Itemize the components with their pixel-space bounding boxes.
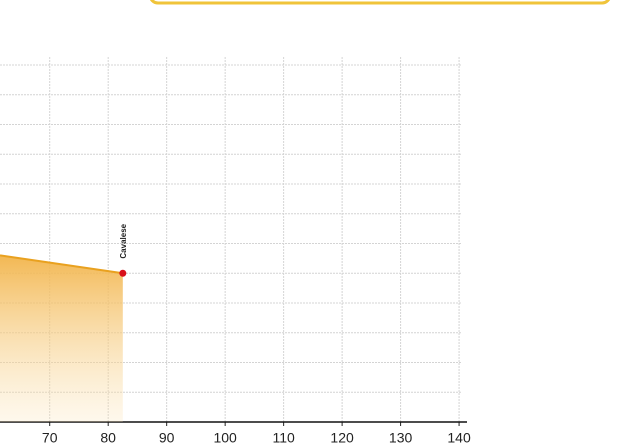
point-label: Cavalese <box>119 223 128 258</box>
toolbar-box[interactable] <box>149 0 611 5</box>
x-tick-label: 80 <box>100 430 116 446</box>
x-tick-label: 110 <box>272 430 295 446</box>
point <box>119 269 127 277</box>
x-tick-label: 90 <box>159 430 175 446</box>
x-tick-label: 100 <box>213 430 237 446</box>
area <box>0 255 123 422</box>
x-tick-label: 120 <box>330 430 354 446</box>
plot: Cavalese <box>0 223 128 422</box>
line <box>0 254 123 275</box>
x-tick-label: 130 <box>389 430 413 446</box>
x-tick-label: 140 <box>447 430 471 446</box>
x-tick-label: 70 <box>42 430 58 446</box>
